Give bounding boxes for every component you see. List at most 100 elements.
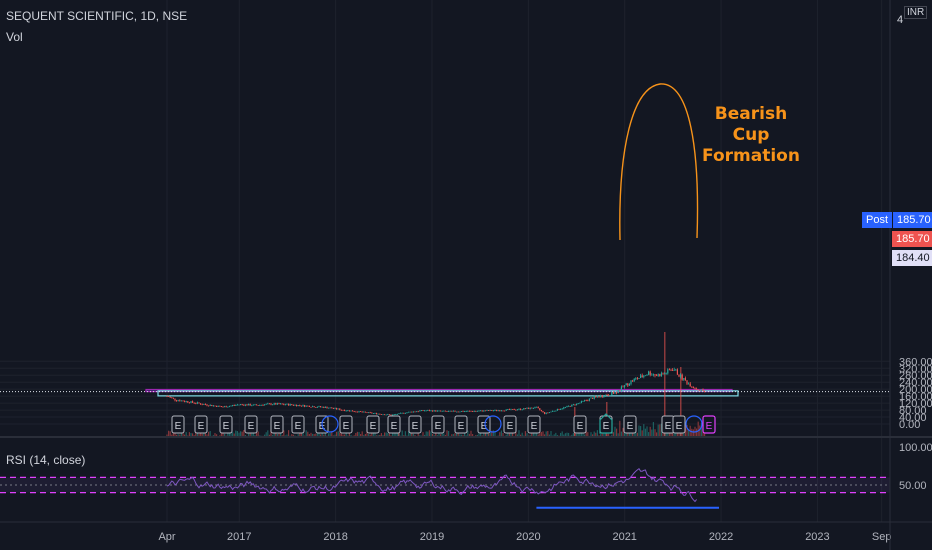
candle-body	[420, 410, 422, 411]
candle-body	[300, 405, 302, 407]
earnings-marker-label: E	[223, 421, 230, 432]
earnings-marker: E	[454, 415, 468, 434]
symbol-title[interactable]: SEQUENT SCIENTIFIC, 1D, NSE	[6, 9, 188, 23]
volume-bar	[507, 430, 509, 437]
candle-body	[236, 404, 238, 406]
candle-body	[246, 404, 248, 406]
candle-body	[228, 406, 230, 407]
volume-bar	[542, 431, 544, 437]
volume-bar	[248, 433, 250, 437]
candle-body	[616, 391, 618, 394]
volume-bar	[572, 432, 574, 437]
candle-body	[292, 404, 294, 406]
volume-bar	[428, 430, 430, 437]
candle-body	[633, 378, 635, 382]
volume-bar	[350, 434, 352, 437]
candle-body	[400, 412, 402, 414]
x-tick-label: 2022	[709, 531, 733, 543]
candle-body	[201, 404, 203, 406]
candle-body	[476, 410, 478, 412]
candle-body	[582, 400, 584, 402]
volume-bar	[273, 431, 275, 437]
volume-bar	[464, 430, 466, 437]
candle-body	[568, 405, 570, 407]
candle-body	[473, 411, 475, 412]
candle-body	[696, 388, 698, 390]
volume-bar	[336, 431, 338, 437]
volume-bar	[648, 432, 650, 437]
candle-body	[601, 395, 603, 397]
candle-body	[280, 403, 282, 405]
rsi-label[interactable]: RSI (14, close)	[6, 453, 86, 467]
volume-bar	[310, 432, 312, 437]
volume-bar	[180, 431, 182, 437]
volume-bar	[510, 432, 512, 437]
volume-bar	[627, 430, 629, 437]
candle-body	[593, 396, 595, 399]
candle-body	[641, 375, 643, 377]
vol-label[interactable]: Vol	[6, 30, 23, 44]
candle-body	[227, 406, 229, 408]
candle-body	[484, 410, 486, 412]
candle-body	[512, 408, 514, 410]
volume-bar	[601, 433, 603, 437]
candle-body	[704, 391, 706, 392]
volume-bar	[644, 428, 646, 437]
candle-body	[355, 411, 357, 413]
dividend-marker	[321, 415, 339, 433]
candle-body	[528, 407, 530, 409]
candle-body	[278, 403, 280, 405]
candle-body	[590, 397, 592, 399]
candle-body	[636, 378, 638, 380]
volume-bar	[590, 432, 592, 437]
candle-body	[497, 410, 499, 412]
rsi-pane	[0, 467, 890, 509]
volume-bar	[532, 432, 534, 437]
candle-body	[296, 404, 298, 407]
volume-bar	[195, 430, 197, 437]
earnings-marker: E	[366, 415, 380, 434]
volume-bar	[200, 431, 202, 437]
volume-bar	[305, 430, 307, 437]
candle-body	[451, 410, 453, 412]
volume-bar	[177, 434, 179, 437]
earnings-marker-label: E	[412, 421, 419, 432]
candle-body	[265, 403, 267, 405]
candle-body	[361, 411, 363, 413]
earnings-marker-label: E	[627, 421, 634, 432]
candle-body	[398, 413, 400, 415]
earnings-marker-box	[219, 415, 233, 434]
earnings-marker-box	[431, 415, 445, 434]
candle-body	[611, 391, 613, 396]
volume-bar	[275, 431, 277, 437]
rsi-line	[166, 467, 697, 503]
volume-bar	[625, 430, 627, 437]
candle-body	[444, 410, 446, 412]
earnings-marker: E	[244, 415, 258, 434]
volume-bar	[236, 431, 238, 437]
candle-body	[492, 410, 494, 412]
candle-body	[585, 400, 587, 402]
volume-bar	[412, 433, 414, 437]
candle-body	[206, 404, 208, 406]
volume-bar	[176, 434, 178, 437]
earnings-marker-label: E	[248, 421, 255, 432]
volume-bar	[483, 430, 485, 437]
candle-body	[372, 413, 374, 415]
candle-body	[660, 373, 662, 377]
earnings-marker-box	[387, 415, 401, 434]
candle-body	[596, 396, 598, 398]
volume-bar	[489, 431, 491, 437]
candle-body	[284, 404, 286, 406]
candle-body	[672, 370, 674, 371]
volume-bar	[312, 433, 314, 437]
volume-bar	[172, 433, 174, 437]
candle-body	[193, 402, 195, 404]
volume-bar	[361, 431, 363, 437]
earnings-marker-label: E	[676, 421, 683, 432]
candle-body	[318, 406, 320, 408]
currency-label[interactable]: INR	[904, 6, 928, 19]
candle-body	[608, 395, 610, 397]
candle-body	[209, 404, 211, 406]
